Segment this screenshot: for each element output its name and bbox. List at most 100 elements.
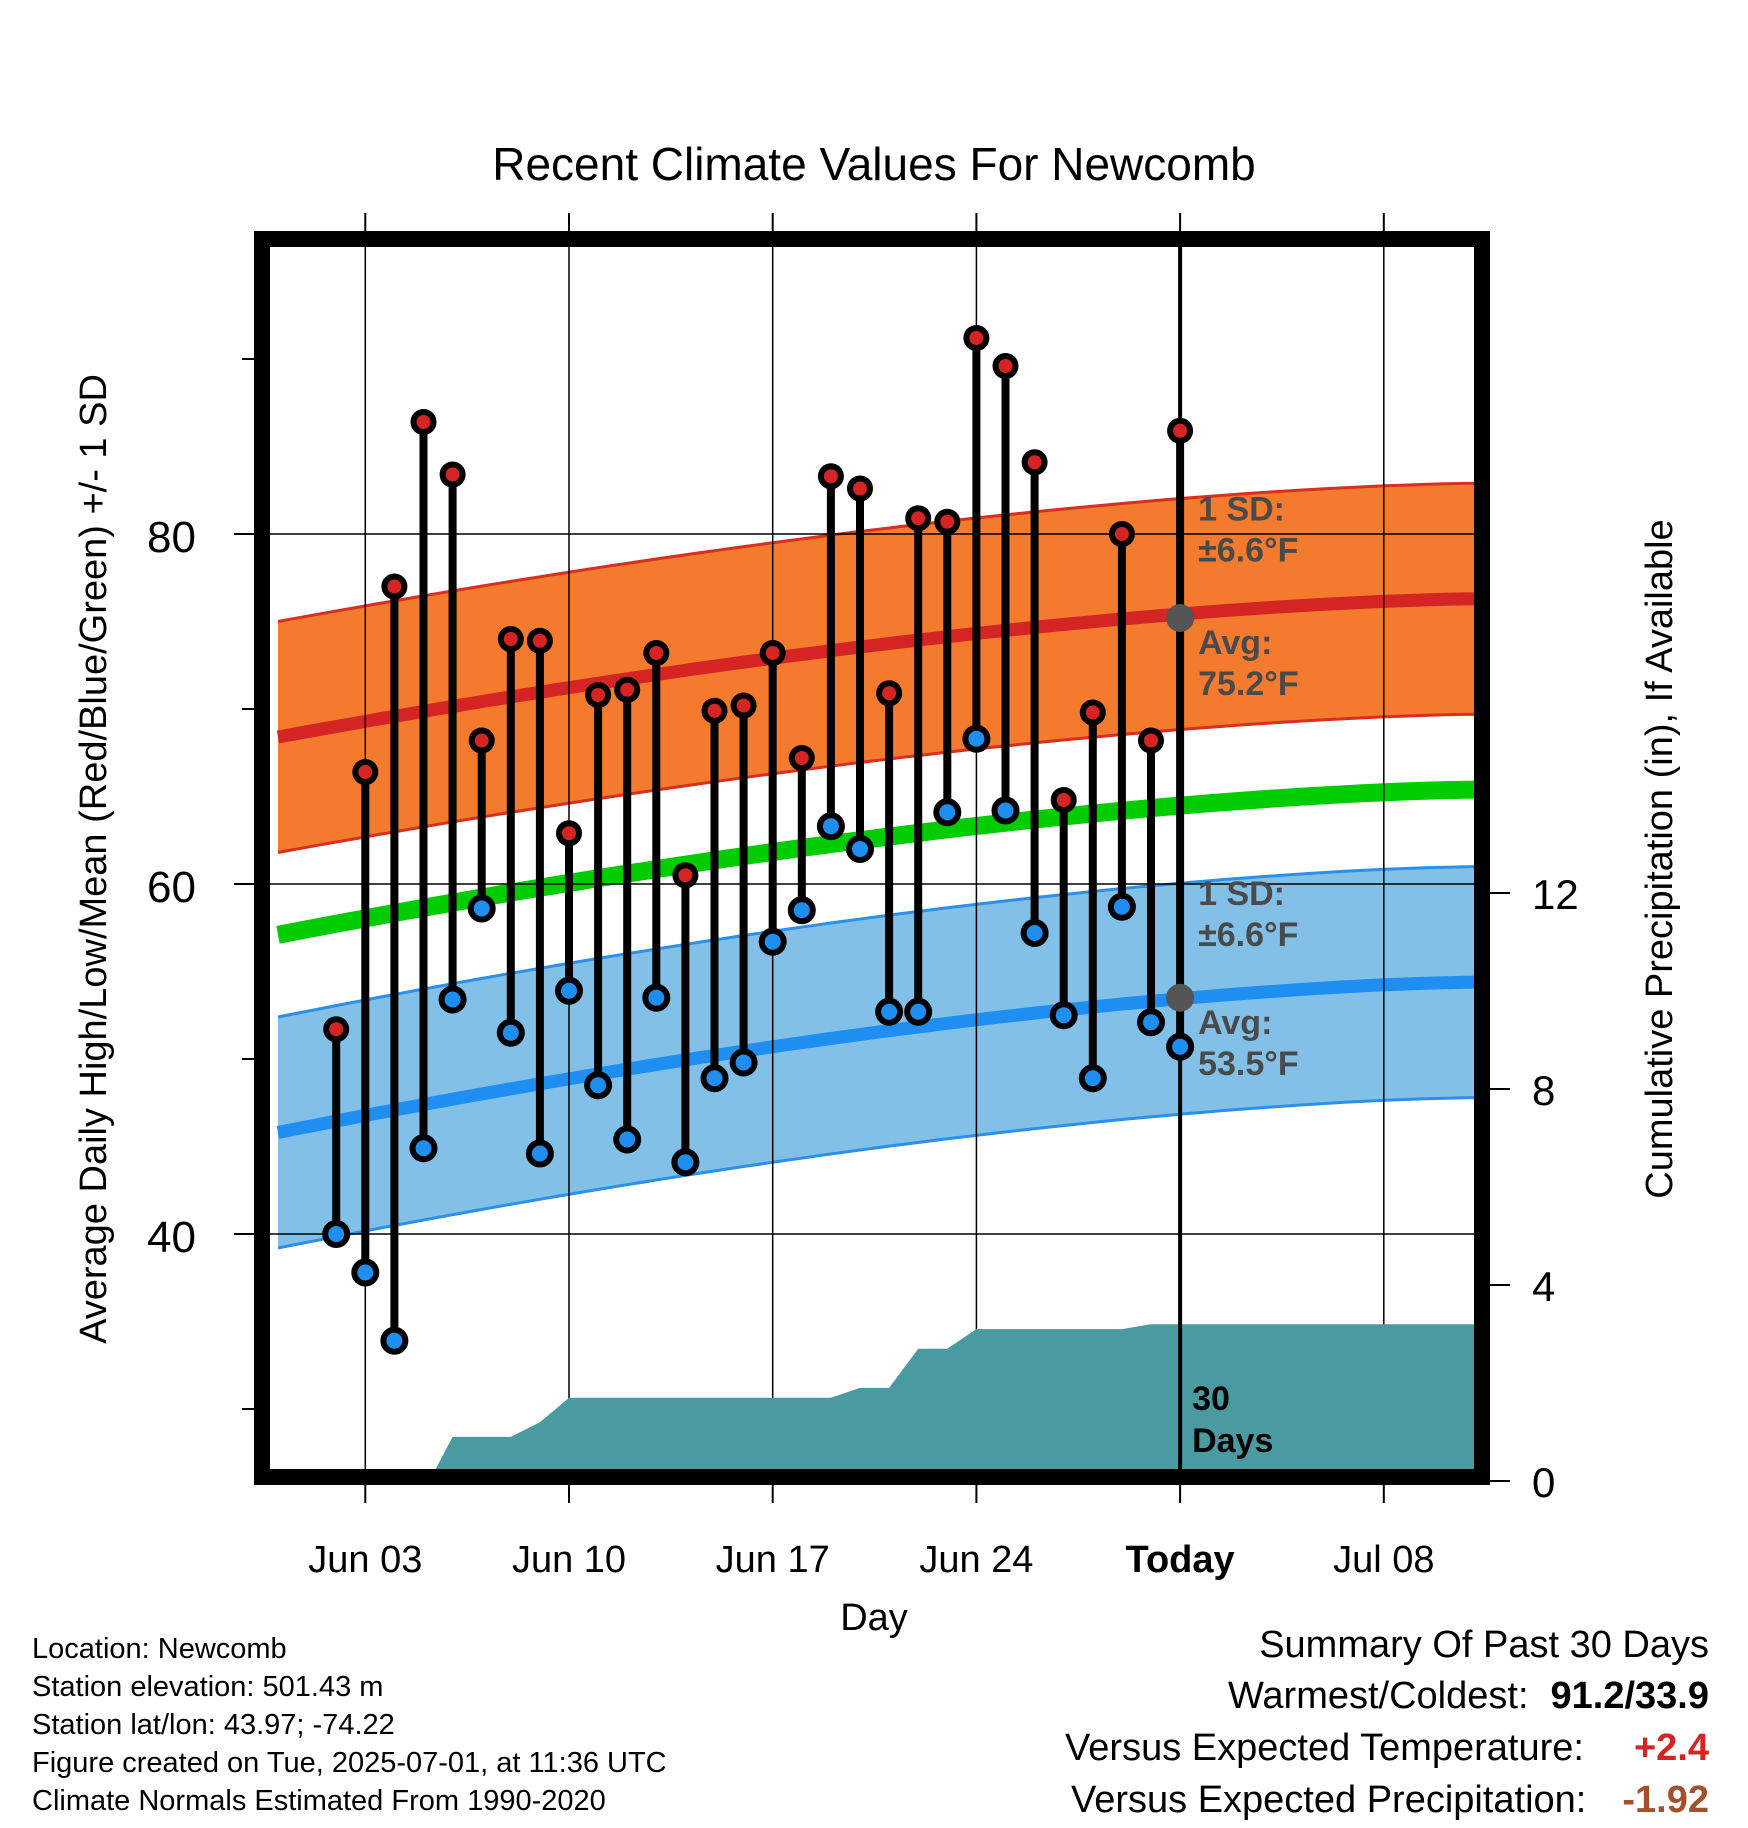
high-today-avg-point (1166, 604, 1195, 632)
summary-panel: Summary Of Past 30 Days Warmest/Coldest:… (1065, 1620, 1709, 1826)
daily-low-point (613, 1125, 642, 1154)
daily-high-point (323, 1016, 350, 1043)
daily-low-point (584, 1071, 613, 1100)
daily-high-point (905, 505, 932, 532)
summary-precip-label: Versus Expected Precipitation: (1070, 1779, 1587, 1821)
daily-low-point (409, 1134, 438, 1163)
daily-high-point (817, 463, 844, 490)
daily-low-point (846, 835, 874, 863)
low-normal-line (276, 975, 1476, 1139)
daily-high-point (526, 627, 553, 654)
daily-low-point (787, 896, 816, 925)
daily-low-point (351, 1258, 380, 1287)
daily-high-point (963, 325, 990, 351)
daily-high-point (992, 353, 1019, 379)
x-tick-label: Jun 10 (512, 1539, 626, 1581)
today-days-word: Days (1192, 1422, 1273, 1460)
y2-axis-label: Cumulative Precipitation (in), If Availa… (1639, 519, 1681, 1198)
summary-heading: Summary Of Past 30 Days (1259, 1624, 1709, 1666)
summary-temp-value: +2.4 (1633, 1727, 1709, 1769)
precip-area (429, 1324, 1476, 1471)
daily-high-point (643, 640, 670, 666)
x-tick-label: Today (1126, 1539, 1235, 1581)
daily-low-point (904, 997, 933, 1026)
daily-low-point (1166, 1032, 1195, 1061)
daily-high-point (468, 727, 495, 754)
y2-tick-label: 8 (1532, 1067, 1555, 1114)
y2-tick-label: 12 (1532, 871, 1579, 918)
y-axis-label: Average Daily High/Low/Mean (Red/Blue/Gr… (73, 374, 115, 1344)
today-days-number: 30 (1192, 1380, 1230, 1418)
daily-low-point (1020, 919, 1049, 947)
daily-low-point (962, 724, 991, 753)
low-band-upper-edge (277, 865, 1476, 1019)
daily-high-point (381, 573, 408, 600)
low-sd-band (278, 866, 1476, 1248)
daily-high-point (614, 676, 641, 703)
plot-frame (254, 231, 1490, 1485)
info-elevation: Station elevation: 501.43 m (32, 1671, 384, 1703)
daily-low-point (322, 1220, 351, 1248)
low-sd-label: 1 SD: (1198, 875, 1285, 913)
daily-low-point (933, 798, 962, 827)
info-created: Figure created on Tue, 2025-07-01, at 11… (32, 1747, 667, 1779)
summary-temp-label: Versus Expected Temperature: (1065, 1727, 1584, 1769)
high-avg-value: 75.2°F (1198, 665, 1299, 703)
daily-high-point (934, 508, 961, 535)
daily-low-point (875, 997, 904, 1026)
summary-precip-value: -1.92 (1622, 1779, 1709, 1821)
y-tick-label: 80 (147, 513, 196, 562)
daily-high-point (556, 820, 582, 847)
daily-low-point (467, 894, 496, 923)
info-latlon: Station lat/lon: 43.97; -74.22 (32, 1709, 395, 1741)
daily-low-point (555, 976, 583, 1005)
high-sd-value: ±6.6°F (1198, 532, 1298, 570)
daily-high-point (410, 409, 437, 435)
daily-high-point (585, 682, 612, 708)
high-normal-line (276, 592, 1476, 744)
x-tick-label: Jul 08 (1333, 1539, 1434, 1581)
info-normals: Climate Normals Estimated From 1990-2020 (32, 1785, 606, 1817)
daily-low-point (671, 1148, 700, 1177)
daily-high-point (1138, 727, 1164, 754)
daily-low-point (1078, 1064, 1107, 1093)
daily-high-point (497, 626, 524, 652)
low-sd-value: ±6.6°F (1198, 916, 1298, 954)
daily-low-point (1049, 1001, 1078, 1030)
info-location: Location: Newcomb (32, 1633, 287, 1665)
daily-high-point (847, 475, 873, 502)
daily-low-point (642, 983, 671, 1012)
daily-low-point (380, 1326, 409, 1355)
daily-high-point (1108, 521, 1135, 547)
chart-title: Recent Climate Values For Newcomb (492, 138, 1256, 190)
daily-low-point (438, 985, 467, 1014)
x-tick-label: Jun 24 (919, 1539, 1033, 1581)
daily-low-point (816, 812, 845, 841)
y-tick-label: 60 (147, 863, 196, 912)
daily-low-point (700, 1064, 729, 1093)
daily-high-point (1050, 787, 1077, 813)
high-avg-label: Avg: (1198, 624, 1272, 662)
high-band-upper-edge (277, 481, 1476, 623)
daily-high-point (701, 697, 728, 724)
x-tick-label: Jun 17 (716, 1539, 830, 1581)
daily-low-point (1137, 1008, 1165, 1037)
x-tick-label: Jun 03 (308, 1539, 422, 1581)
y2-tick-label: 0 (1532, 1459, 1555, 1506)
summary-warmest-label: Warmest/Coldest: (1227, 1675, 1529, 1717)
high-sd-label: 1 SD: (1198, 491, 1285, 529)
daily-high-point (876, 680, 903, 707)
daily-low-point (525, 1139, 554, 1168)
daily-high-point (759, 640, 786, 666)
daily-high-point (352, 759, 379, 785)
summary-warmest-value: 91.2/33.9 (1550, 1675, 1709, 1717)
daily-low-point (729, 1048, 758, 1077)
daily-high-point (1167, 417, 1194, 444)
daily-high-point (1021, 449, 1048, 476)
low-today-avg-point (1166, 983, 1195, 1012)
station-info: Location: Newcomb Station elevation: 501… (32, 1630, 667, 1820)
y-tick-label: 40 (147, 1213, 196, 1262)
